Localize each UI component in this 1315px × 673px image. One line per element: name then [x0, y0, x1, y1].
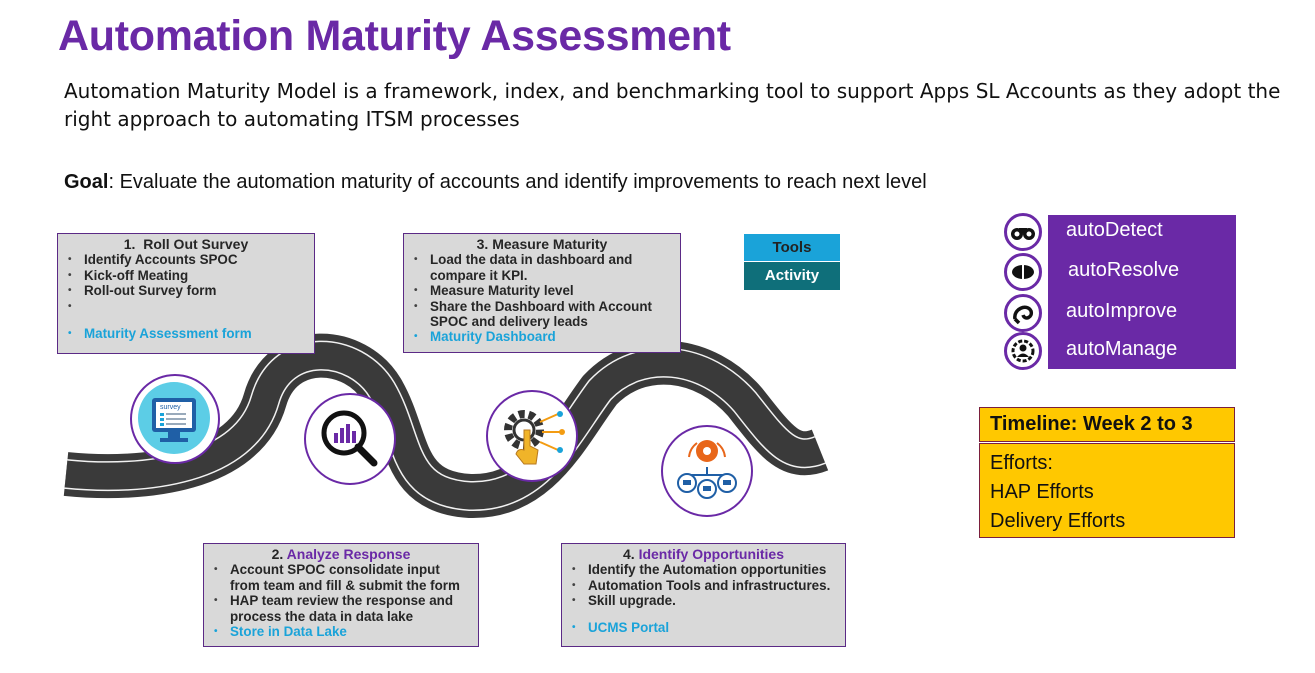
list-item: Load the data in dashboard and compare i…: [412, 252, 672, 283]
timeline-body: Efforts: HAP Efforts Delivery Efforts: [979, 443, 1235, 538]
pill-icon: [1004, 253, 1042, 291]
legend-tools: Tools: [744, 234, 840, 261]
step-card-identify-opportunities: 4. Identify Opportunities Identify the A…: [561, 543, 846, 647]
auto-item-detect: autoDetect: [1004, 213, 1236, 251]
step-card-analyze-response: 2. Analyze Response Account SPOC consoli…: [203, 543, 479, 647]
survey-icon-text: survey: [160, 404, 181, 411]
auto-item-improve: autoImprove: [1004, 294, 1236, 332]
legend-activity: Activity: [744, 262, 840, 290]
step-tool-link[interactable]: UCMS Portal: [570, 620, 837, 636]
auto-item-label: autoDetect: [1066, 219, 1163, 241]
step-tool-link[interactable]: Store in Data Lake: [212, 624, 470, 640]
step-title: Measure Maturity: [492, 236, 608, 252]
step-title: Identify Opportunities: [638, 546, 785, 562]
page-subtitle: Automation Maturity Model is a framework…: [64, 79, 1281, 131]
user-gear-icon: [1004, 332, 1042, 370]
step-heading: 2. Analyze Response: [212, 546, 470, 562]
list-item: Kick-off Meating: [66, 268, 306, 284]
gear-touch-icon: [486, 390, 578, 482]
step-heading: 4. Identify Opportunities: [570, 546, 837, 562]
auto-capabilities-panel: [1048, 215, 1236, 369]
step-number: 1.: [123, 236, 136, 252]
step-heading: 3. Measure Maturity: [412, 236, 672, 252]
list-item: Share the Dashboard with Account SPOC an…: [412, 299, 672, 330]
step-items: Identify the Automation opportunities Au…: [570, 562, 837, 635]
timeline-line: Delivery Efforts: [990, 510, 1126, 532]
step-title: Roll Out Survey: [143, 236, 249, 252]
list-item: Identify the Automation opportunities: [570, 562, 837, 578]
step-tool-link[interactable]: Maturity Assessment form: [66, 326, 306, 342]
auto-item-label: autoResolve: [1068, 259, 1180, 281]
goal-statement: Goal: Evaluate the automation maturity o…: [64, 171, 927, 194]
network-gear-icon: [661, 425, 753, 517]
list-item: Measure Maturity level: [412, 283, 672, 299]
step-items: Load the data in dashboard and compare i…: [412, 252, 672, 345]
goal-text: : Evaluate the automation maturity of ac…: [108, 171, 927, 193]
step-heading: 1. Roll Out Survey: [66, 236, 306, 252]
list-item: Identify Accounts SPOC: [66, 252, 306, 268]
list-item: HAP team review the response and process…: [212, 593, 470, 624]
magnifier-chart-icon: [304, 393, 396, 485]
list-item: Roll-out Survey form: [66, 283, 306, 299]
step-title: Analyze Response: [286, 546, 411, 562]
step-number: 4.: [622, 546, 635, 562]
goal-label: Goal: [64, 171, 109, 193]
survey-monitor-icon: survey: [130, 374, 220, 464]
step-card-roll-out-survey: 1. Roll Out Survey Identify Accounts SPO…: [57, 233, 315, 354]
cycle-icon: [1004, 294, 1042, 332]
binoculars-icon: [1004, 213, 1042, 251]
road-inner: [64, 342, 826, 510]
step-items: Account SPOC consolidate input from team…: [212, 562, 470, 639]
list-item: Account SPOC consolidate input from team…: [212, 562, 470, 593]
step-tool-link[interactable]: Maturity Dashboard: [412, 329, 672, 345]
spacer: [66, 299, 306, 315]
auto-item-label: autoManage: [1066, 338, 1178, 360]
step-number: 2.: [271, 546, 284, 562]
auto-item-manage: autoManage: [1004, 332, 1236, 370]
timeline-heading: Timeline: Week 2 to 3: [979, 407, 1235, 442]
timeline-line: Efforts:: [990, 452, 1053, 474]
auto-item-resolve: autoResolve: [1004, 253, 1236, 291]
auto-item-label: autoImprove: [1066, 300, 1178, 322]
step-number: 3.: [476, 236, 489, 252]
timeline-line: HAP Efforts: [990, 481, 1094, 503]
step-items: Identify Accounts SPOC Kick-off Meating …: [66, 252, 306, 341]
page-title: Automation Maturity Assessment: [58, 12, 731, 60]
step-card-measure-maturity: 3. Measure Maturity Load the data in das…: [403, 233, 681, 353]
list-item: Skill upgrade.: [570, 593, 837, 609]
list-item: Automation Tools and infrastructures.: [570, 578, 837, 594]
